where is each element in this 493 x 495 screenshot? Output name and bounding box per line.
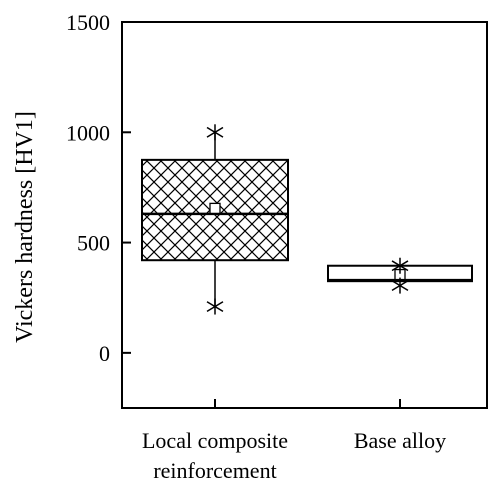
x-tick-label: reinforcement — [153, 458, 276, 483]
plot-frame — [121, 21, 488, 409]
y-tick-label: 500 — [77, 231, 110, 256]
x-tick-label: Local composite — [142, 428, 288, 453]
star-stroke — [391, 260, 409, 272]
y-axis: 0 500 1000 1500 — [66, 10, 131, 366]
y-tick-label: 1000 — [66, 120, 110, 145]
star-stroke — [391, 280, 409, 292]
mean-marker — [209, 202, 221, 215]
y-axis-title: Vickers hardness [HV1] — [12, 111, 38, 343]
max-marker — [391, 257, 409, 274]
max-marker — [206, 124, 224, 141]
y-tick-label: 0 — [99, 341, 110, 366]
boxes-layer — [141, 124, 473, 315]
star-stroke — [206, 301, 224, 312]
x-axis: Local composite reinforcement Base alloy — [142, 399, 446, 483]
x-tick-label: Base alloy — [354, 428, 446, 453]
min-marker — [391, 277, 409, 294]
star-stroke — [206, 126, 224, 138]
y-tick-label: 1500 — [66, 10, 110, 35]
min-marker — [206, 298, 224, 315]
